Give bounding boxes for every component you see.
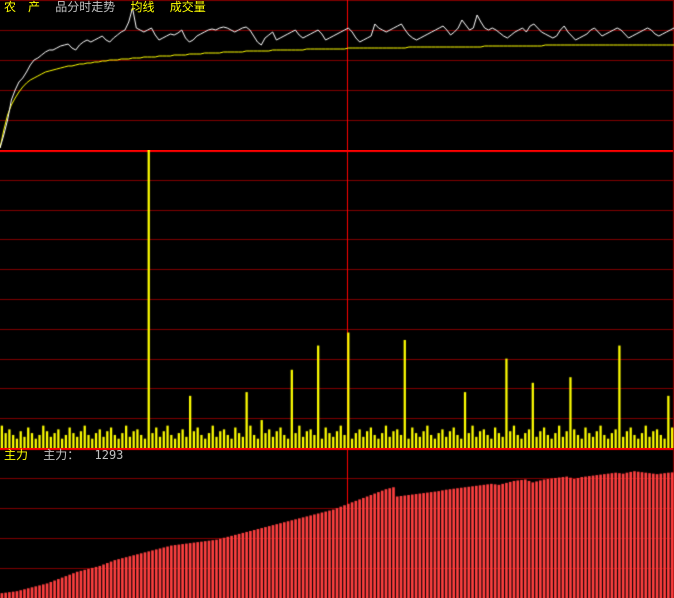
main-force-panel[interactable]: 主力 主力： 1293 [0, 448, 674, 598]
volume-label: 成交量 [166, 0, 210, 14]
volume-canvas [0, 150, 674, 448]
price-canvas [0, 0, 674, 150]
main-force-value: 1293 [91, 448, 128, 462]
main-force-header: 主力 主力： 1293 [0, 448, 127, 462]
main-force-name: 主力： [39, 448, 83, 462]
main-force-canvas [0, 448, 674, 598]
ma-label: 均线 [127, 0, 159, 14]
price-panel[interactable]: 农 产 品分时走势 均线 成交量 [0, 0, 674, 150]
price-header: 农 产 品分时走势 均线 成交量 [0, 0, 210, 14]
main-force-title: 主力 [0, 448, 32, 462]
symbol-label: 农 产 [0, 0, 44, 14]
volume-panel[interactable] [0, 150, 674, 448]
title-label: 品分时走势 [51, 0, 119, 14]
